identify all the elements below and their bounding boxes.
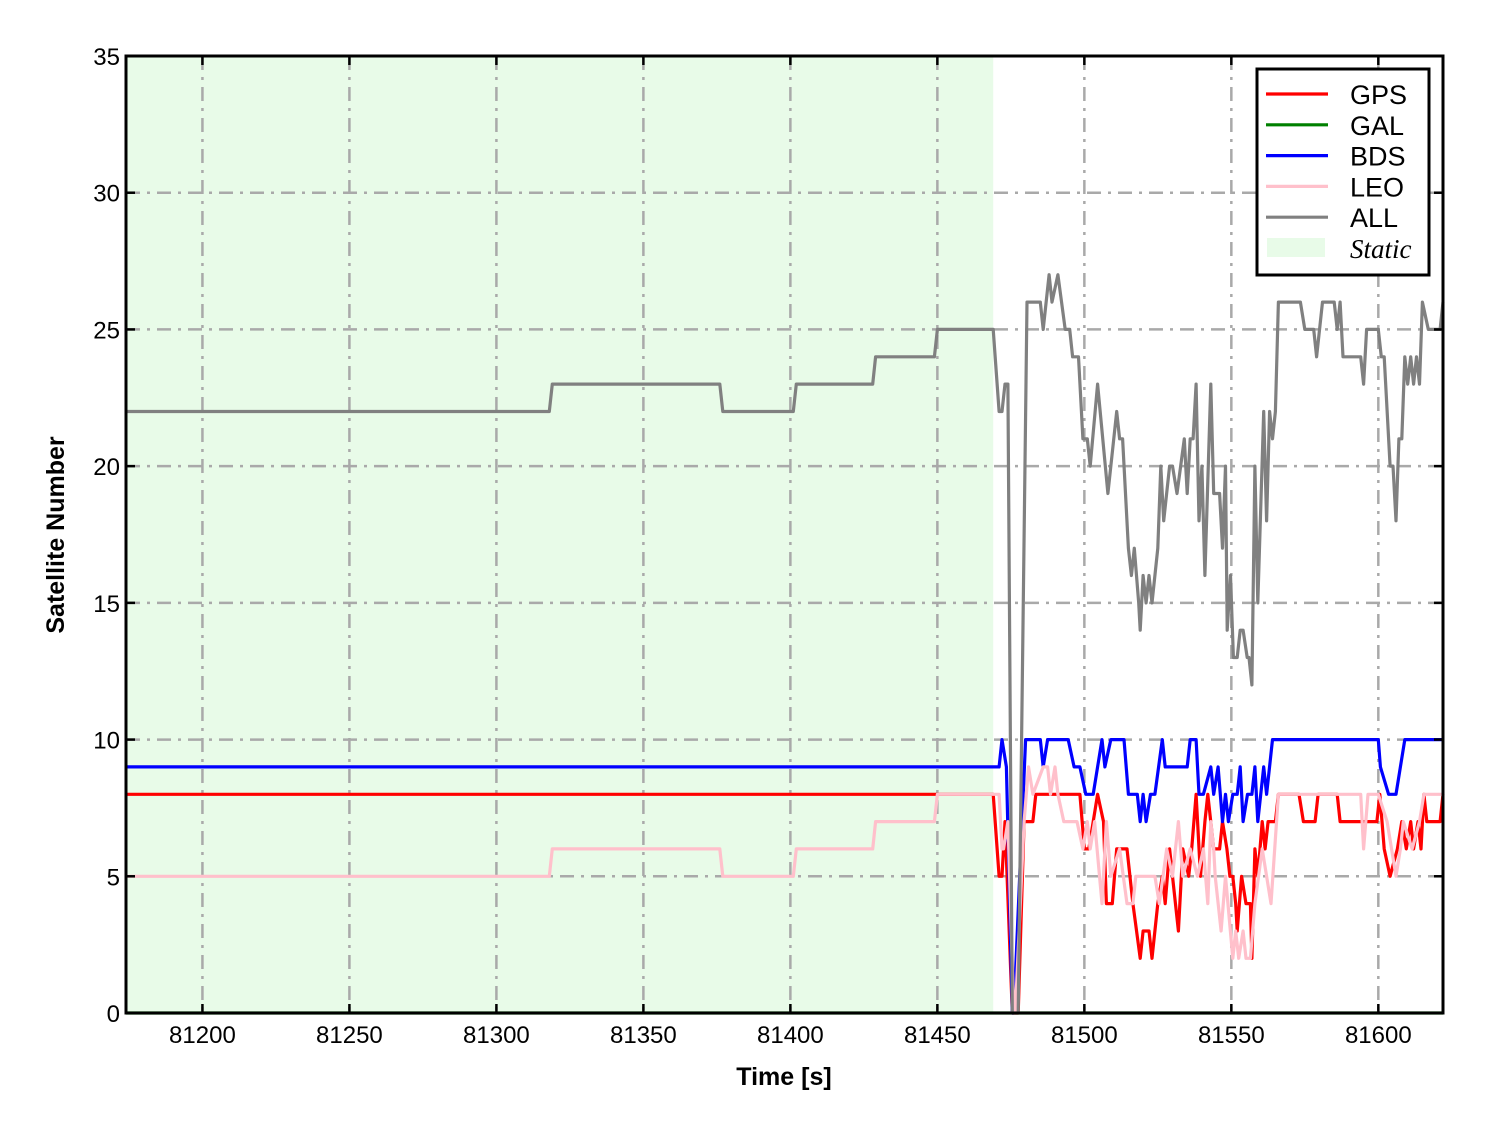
legend-label-gps: GPS — [1350, 80, 1407, 110]
x-tick-label: 81500 — [1051, 1022, 1118, 1049]
x-tick-label: 81450 — [904, 1022, 971, 1049]
legend-label-bds: BDS — [1350, 142, 1406, 172]
shaded-regions — [126, 56, 994, 1013]
y-tick-label: 10 — [93, 728, 120, 755]
ticks: 81200 81250 81300 81350 81400 81450 81500 81550… — [93, 44, 1443, 1049]
x-axis-label: Time [s] — [736, 1063, 831, 1091]
x-tick-label: 81300 — [463, 1022, 530, 1049]
y-tick-label: 35 — [93, 44, 120, 71]
y-tick-label: 20 — [93, 454, 120, 481]
x-tick-label: 81350 — [610, 1022, 677, 1049]
y-axis-label: Satellite Number — [42, 436, 70, 634]
series-line-bds — [126, 737, 1443, 1015]
y-tick-label: 5 — [107, 864, 120, 891]
grid — [126, 56, 1443, 1013]
plot-frame — [124, 54, 1445, 1015]
x-tick-label: 81550 — [1198, 1022, 1265, 1049]
y-tick-label: 15 — [93, 591, 120, 618]
legend-label-gal: GAL — [1350, 111, 1404, 141]
x-tick-label: 81600 — [1345, 1022, 1412, 1049]
y-tick-label: 0 — [107, 1001, 120, 1028]
y-tick-label: 30 — [93, 181, 120, 208]
legend-label-all: ALL — [1350, 203, 1398, 233]
legend-label-leo: LEO — [1350, 172, 1404, 202]
series-line-all — [126, 273, 1445, 1015]
x-tick-label: 81400 — [757, 1022, 824, 1049]
y-tick-label: 25 — [93, 317, 120, 344]
series-line-leo — [126, 765, 1443, 1015]
static-region-0 — [126, 56, 994, 1013]
x-tick-label: 81250 — [316, 1022, 383, 1049]
x-tick-label: 81200 — [169, 1022, 236, 1049]
legend-label-static: Static — [1350, 234, 1412, 264]
legend-swatch-static — [1267, 238, 1325, 257]
